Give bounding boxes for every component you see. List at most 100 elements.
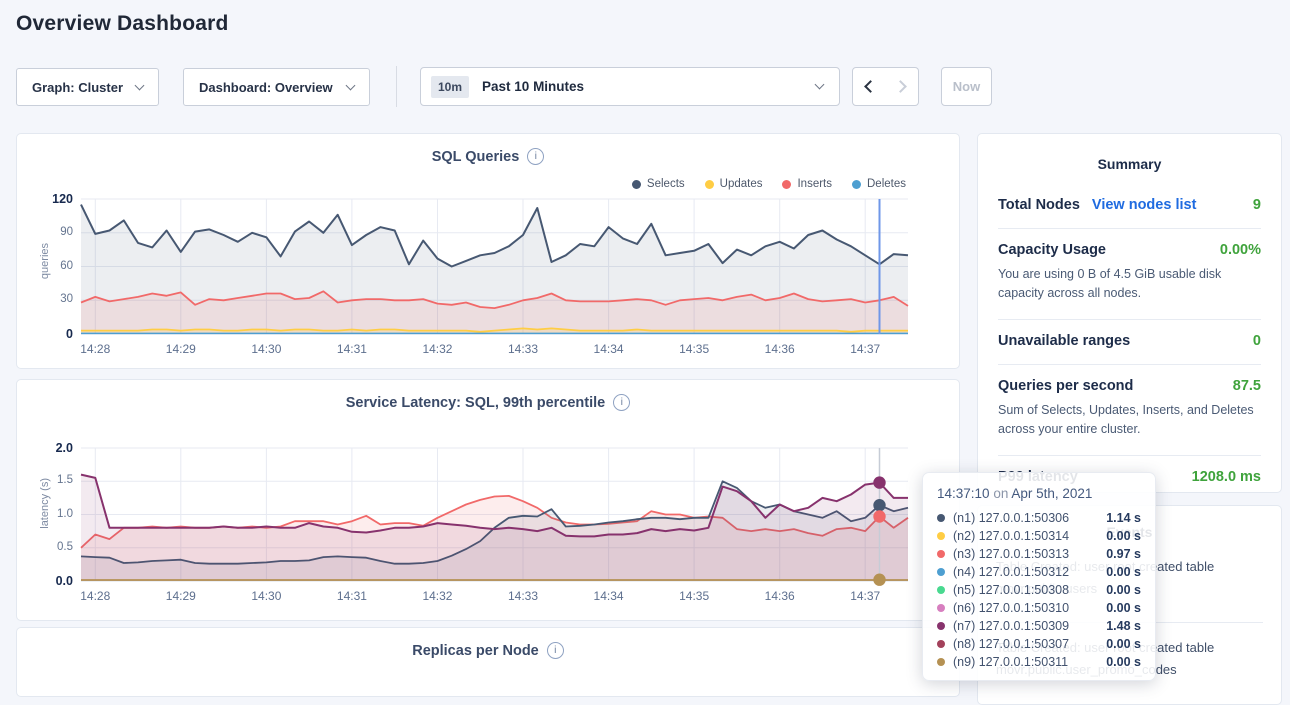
node-dot-icon xyxy=(937,640,945,648)
tooltip-node-row: (n8) 127.0.0.1:503070.00 s xyxy=(937,635,1141,653)
info-icon[interactable] xyxy=(613,394,630,411)
tooltip-node-address: (n3) 127.0.0.1:50313 xyxy=(953,547,1069,561)
summary-value: 0 xyxy=(1253,333,1261,349)
y-axis-label: latency (s) xyxy=(39,478,51,529)
x-tick-label: 14:36 xyxy=(765,589,795,603)
y-tick-label: 90 xyxy=(29,226,73,238)
tooltip-node-address: (n5) 127.0.0.1:50308 xyxy=(953,583,1069,597)
tooltip-node-value: 0.00 s xyxy=(1106,601,1141,615)
legend-item-deletes[interactable]: Deletes xyxy=(852,178,906,190)
tooltip-node-value: 0.00 s xyxy=(1106,529,1141,543)
tooltip-node-address: (n7) 127.0.0.1:50309 xyxy=(953,619,1069,633)
time-range-dropdown[interactable]: 10m Past 10 Minutes xyxy=(420,67,840,106)
summary-row-header: Total Nodes View nodes list 9 xyxy=(998,197,1261,213)
legend-dot-icon xyxy=(705,180,714,189)
x-tick-label: 14:35 xyxy=(679,589,709,603)
summary-value: 1208.0 ms xyxy=(1192,469,1261,485)
tooltip-node-row: (n7) 127.0.0.1:50309 1.48 s xyxy=(937,617,1141,635)
tooltip-node-row: (n6) 127.0.0.1:50310 0.00 s xyxy=(937,599,1141,617)
node-dot-icon xyxy=(937,514,945,522)
time-range-label: Past 10 Minutes xyxy=(482,79,584,94)
tooltip-node-value: 1.48 s xyxy=(1106,619,1141,633)
sql-queries-chart[interactable] xyxy=(81,199,908,336)
tooltip-node-address: (n2) 127.0.0.1:50314 xyxy=(953,529,1069,543)
chart-legend: Selects Updates Inserts Deletes xyxy=(632,178,906,190)
service-latency-panel: Service Latency: SQL, 99th percentile 0.… xyxy=(16,379,960,621)
legend-label: Selects xyxy=(647,178,685,190)
tooltip-node-value: 0.00 s xyxy=(1106,655,1141,669)
x-tick-label: 14:28 xyxy=(80,589,110,603)
graph-dropdown[interactable]: Graph: Cluster xyxy=(16,68,159,106)
time-prev-button[interactable] xyxy=(852,67,886,106)
x-tick-label: 14:36 xyxy=(765,342,795,356)
tooltip-node-row: (n4) 127.0.0.1:50312 0.00 s xyxy=(937,563,1141,581)
tooltip-node-address: (n9) 127.0.0.1:50311 xyxy=(953,655,1068,669)
summary-row: Capacity Usage0.00% You are using 0 B of … xyxy=(998,229,1261,320)
tooltip-node-address: (n6) 127.0.0.1:50310 xyxy=(953,601,1069,615)
time-next-button[interactable] xyxy=(885,67,919,106)
replicas-per-node-panel: Replicas per Node xyxy=(16,627,960,697)
chevron-down-icon xyxy=(346,80,356,90)
summary-label: Unavailable ranges xyxy=(998,333,1130,349)
summary-value: 9 xyxy=(1253,197,1261,213)
x-tick-label: 14:37 xyxy=(850,589,880,603)
x-tick-label: 14:35 xyxy=(679,342,709,356)
chevron-down-icon xyxy=(135,80,145,90)
legend-item-updates[interactable]: Updates xyxy=(705,178,763,190)
legend-item-inserts[interactable]: Inserts xyxy=(782,178,832,190)
tooltip-node-value: 0.00 s xyxy=(1106,565,1141,579)
page-title: Overview Dashboard xyxy=(16,12,229,36)
tooltip-node-row: (n2) 127.0.0.1:50314 0.00 s xyxy=(937,527,1141,545)
info-icon[interactable] xyxy=(547,642,564,659)
time-range-badge: 10m xyxy=(431,76,469,98)
x-tick-label: 14:30 xyxy=(251,342,281,356)
summary-description: You are using 0 B of 4.5 GiB usable disk… xyxy=(998,265,1261,304)
y-tick-label: 0.5 xyxy=(29,541,73,553)
tooltip-node-value: 1.14 s xyxy=(1106,511,1141,525)
x-tick-label: 14:34 xyxy=(594,589,624,603)
info-icon[interactable] xyxy=(527,148,544,165)
tooltip-node-row: (n3) 127.0.0.1:503130.97 s xyxy=(937,545,1141,563)
view-nodes-link[interactable]: View nodes list xyxy=(1092,197,1197,213)
chart-title: Service Latency: SQL, 99th percentile xyxy=(17,394,959,411)
chart-title: SQL Queries xyxy=(17,148,959,165)
sql-queries-title: SQL Queries xyxy=(432,149,520,165)
crosshair-dot xyxy=(873,574,885,586)
tooltip-node-row: (n9) 127.0.0.1:50311 0.00 s xyxy=(937,653,1141,671)
x-tick-label: 14:34 xyxy=(594,342,624,356)
y-tick-label: 0.0 xyxy=(29,574,73,588)
legend-label: Inserts xyxy=(797,178,832,190)
now-button-label: Now xyxy=(953,79,980,94)
dashboard-dropdown-label: Dashboard: Overview xyxy=(199,80,333,95)
y-tick-label: 60 xyxy=(29,260,73,272)
tooltip-node-address: (n4) 127.0.0.1:50312 xyxy=(953,565,1069,579)
x-tick-label: 14:29 xyxy=(166,342,196,356)
summary-label: Queries per second xyxy=(998,378,1133,394)
summary-row-header: Capacity Usage0.00% xyxy=(998,242,1261,258)
x-tick-label: 14:30 xyxy=(251,589,281,603)
dashboard-dropdown[interactable]: Dashboard: Overview xyxy=(183,68,370,106)
y-axis-label: queries xyxy=(39,243,51,279)
legend-dot-icon xyxy=(782,180,791,189)
node-dot-icon xyxy=(937,586,945,594)
y-tick-label: 120 xyxy=(29,192,73,206)
tooltip-timestamp: 14:37:10 on Apr 5th, 2021 xyxy=(937,486,1141,501)
chevron-down-icon xyxy=(815,80,825,90)
crosshair-dot xyxy=(873,499,885,511)
summary-row: Unavailable ranges 0 xyxy=(998,320,1261,365)
summary-value: 87.5 xyxy=(1233,378,1261,394)
summary-description: Sum of Selects, Updates, Inserts, and De… xyxy=(998,401,1261,440)
summary-panel: Summary Total Nodes View nodes list 9 Capac… xyxy=(977,133,1282,493)
summary-title: Summary xyxy=(998,156,1261,172)
tooltip-node-address: (n1) 127.0.0.1:50306 xyxy=(953,511,1069,525)
summary-label: Total Nodes xyxy=(998,197,1080,213)
sql-queries-panel: SQL Queries Selects Updates Inserts Deletes… xyxy=(16,133,960,369)
time-now-button[interactable]: Now xyxy=(941,67,992,106)
tooltip-node-value: 0.00 s xyxy=(1106,583,1141,597)
crosshair-dot xyxy=(873,510,885,522)
service-latency-chart[interactable] xyxy=(81,448,908,583)
legend-item-selects[interactable]: Selects xyxy=(632,178,685,190)
graph-dropdown-label: Graph: Cluster xyxy=(32,80,123,95)
x-tick-label: 14:32 xyxy=(422,589,452,603)
legend-dot-icon xyxy=(632,180,641,189)
